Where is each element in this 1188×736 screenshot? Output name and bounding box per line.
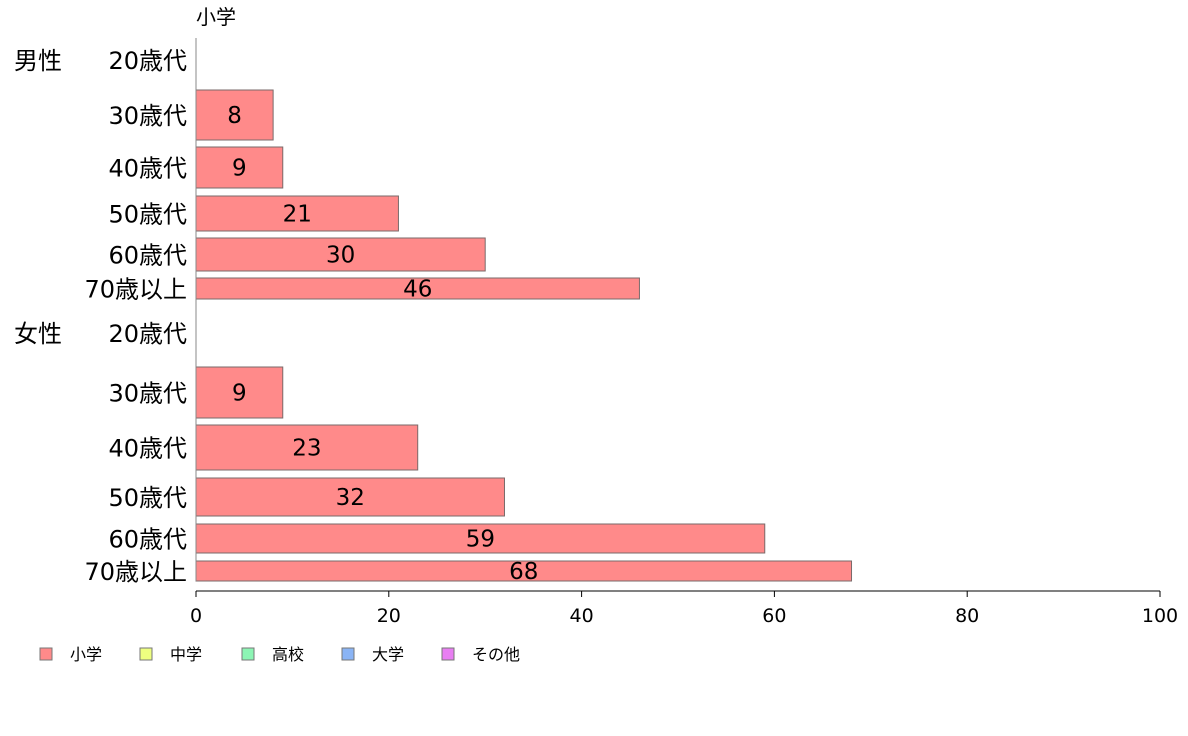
legend-swatch	[139, 647, 153, 661]
data-label: 23	[292, 436, 321, 462]
category-label: 50歳代	[108, 201, 187, 229]
bar-female-1	[195, 366, 284, 419]
group-label: 女性	[14, 320, 62, 348]
legend-label: 中学	[170, 645, 202, 664]
category-label: 40歳代	[108, 155, 187, 183]
category-label: 60歳代	[108, 526, 187, 554]
legend-label: 小学	[70, 645, 102, 664]
legend-swatch	[241, 647, 255, 661]
data-label: 8	[227, 103, 242, 129]
legend-swatch	[441, 647, 455, 661]
category-label: 70歳以上	[84, 276, 187, 304]
bar-male-4	[195, 237, 486, 272]
category-label: 60歳代	[108, 242, 187, 270]
data-label: 9	[232, 381, 247, 407]
data-label: 68	[509, 559, 538, 585]
category-label: 20歳代	[108, 47, 187, 75]
x-tick-label: 100	[1142, 605, 1178, 627]
legend-swatch	[39, 647, 53, 661]
category-labels-layer: 20歳代男性30歳代40歳代50歳代60歳代70歳以上20歳代女性30歳代40歳…	[14, 47, 187, 586]
data-label: 32	[336, 485, 365, 511]
category-label: 30歳代	[108, 380, 187, 408]
data-label: 30	[326, 243, 355, 269]
legend: 小学 中学 高校 大学 その他	[39, 645, 520, 664]
legend-label: 高校	[272, 645, 304, 664]
legend-label: その他	[472, 645, 520, 664]
data-label: 21	[283, 202, 312, 228]
legend-label: 大学	[372, 645, 404, 664]
legend-swatch	[341, 647, 355, 661]
x-tick-label: 20	[377, 605, 401, 627]
chart-header: 小学	[196, 5, 236, 29]
bars-layer: 8 9 21 30 46 9 23 32 59 68	[195, 38, 853, 585]
bar-male-1	[195, 89, 274, 141]
category-label: 40歳代	[108, 435, 187, 463]
x-tick-label: 0	[190, 605, 202, 627]
category-label: 20歳代	[108, 320, 187, 348]
bar-female-2	[195, 424, 419, 471]
x-tick-label: 40	[570, 605, 594, 627]
x-tick-label: 60	[762, 605, 786, 627]
x-tick-label: 80	[955, 605, 979, 627]
data-label: 46	[403, 277, 432, 303]
category-label: 70歳以上	[84, 558, 187, 586]
category-label: 50歳代	[108, 484, 187, 512]
data-label: 59	[466, 527, 495, 553]
bar-male-3	[195, 195, 399, 232]
bar-male-2	[195, 146, 284, 189]
category-label: 30歳代	[108, 102, 187, 130]
data-label: 9	[232, 156, 247, 182]
bar-female-3	[195, 477, 505, 517]
x-axis: 0 20 40 60 80 100	[190, 590, 1178, 627]
group-label: 男性	[14, 47, 62, 75]
